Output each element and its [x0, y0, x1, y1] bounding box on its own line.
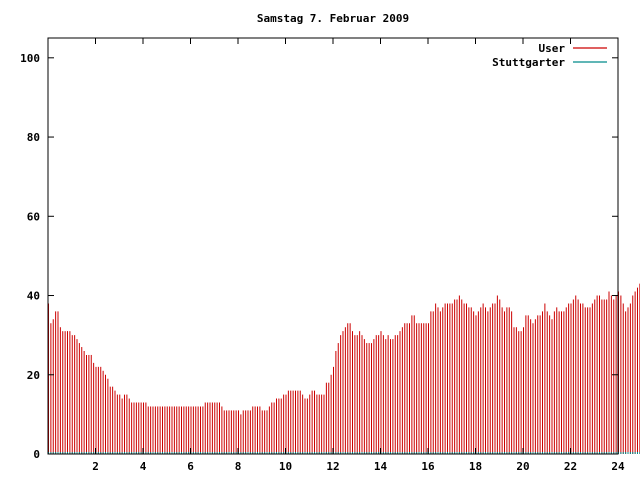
x-tick-label: 4	[140, 460, 147, 473]
x-tick-label: 10	[279, 460, 292, 473]
x-tick-label: 14	[374, 460, 388, 473]
legend-label-stuttgarter: Stuttgarter	[492, 56, 565, 69]
y-tick-label: 0	[33, 448, 40, 461]
x-tick-label: 22	[564, 460, 577, 473]
series-user-bars	[48, 283, 640, 454]
legend: User Stuttgarter	[492, 42, 607, 69]
x-tick-label: 8	[235, 460, 242, 473]
y-tick-label: 60	[27, 210, 40, 223]
x-tick-label: 12	[326, 460, 339, 473]
x-tick-label: 20	[516, 460, 529, 473]
x-tick-label: 16	[421, 460, 435, 473]
y-axis: 0 20 40 60 80 100	[20, 52, 618, 461]
x-tick-label: 2	[92, 460, 99, 473]
y-tick-label: 40	[27, 290, 40, 303]
x-tick-label: 18	[469, 460, 482, 473]
legend-label-user: User	[539, 42, 566, 55]
x-tick-label: 24	[611, 460, 625, 473]
y-tick-label: 20	[27, 369, 40, 382]
y-tick-label: 80	[27, 131, 40, 144]
chart-title: Samstag 7. Februar 2009	[257, 12, 409, 25]
x-tick-label: 6	[187, 460, 194, 473]
y-tick-label: 100	[20, 52, 40, 65]
x-axis: 2 4 6 8 10 12 14 16 18 20 22 24	[92, 38, 625, 473]
